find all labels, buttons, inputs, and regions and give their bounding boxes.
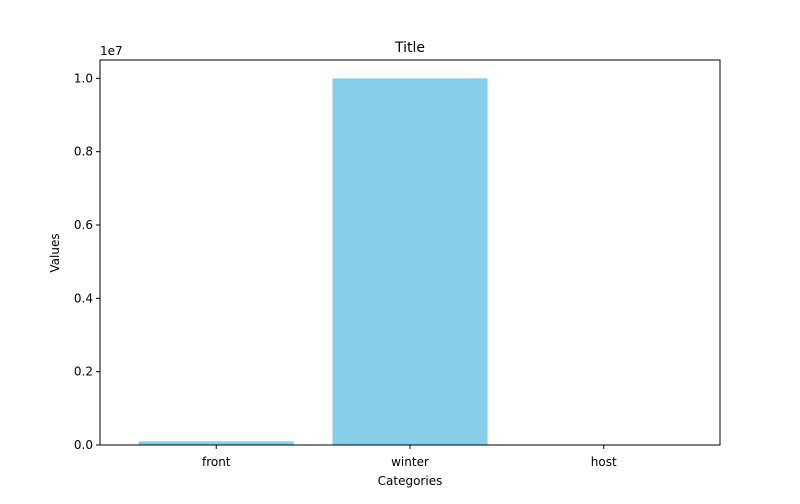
x-ticks-group: front winter host (202, 445, 617, 469)
y-tick-label: 0.2 (74, 365, 93, 379)
x-tick-label-host: host (591, 455, 617, 469)
y-tick-label: 0.4 (74, 291, 93, 305)
y-tick-label: 0.8 (74, 145, 93, 159)
bar-winter (332, 78, 488, 445)
y-tick-label: 0.0 (74, 438, 93, 452)
y-axis-label: Values (48, 233, 62, 272)
chart-title: Title (394, 40, 425, 56)
x-tick-label-winter: winter (391, 455, 429, 469)
y-tick-label: 0.6 (74, 218, 93, 232)
x-tick-label-front: front (202, 455, 231, 469)
y-ticks-group: 0.0 0.2 0.4 0.6 0.8 1.0 (74, 71, 100, 452)
y-axis-offset-label: 1e7 (100, 44, 123, 58)
x-axis-label: Categories (378, 474, 443, 488)
plot-area-frame (99, 59, 721, 446)
bar-front (138, 441, 294, 445)
bars-group (138, 78, 488, 445)
y-tick-label: 1.0 (74, 71, 93, 85)
